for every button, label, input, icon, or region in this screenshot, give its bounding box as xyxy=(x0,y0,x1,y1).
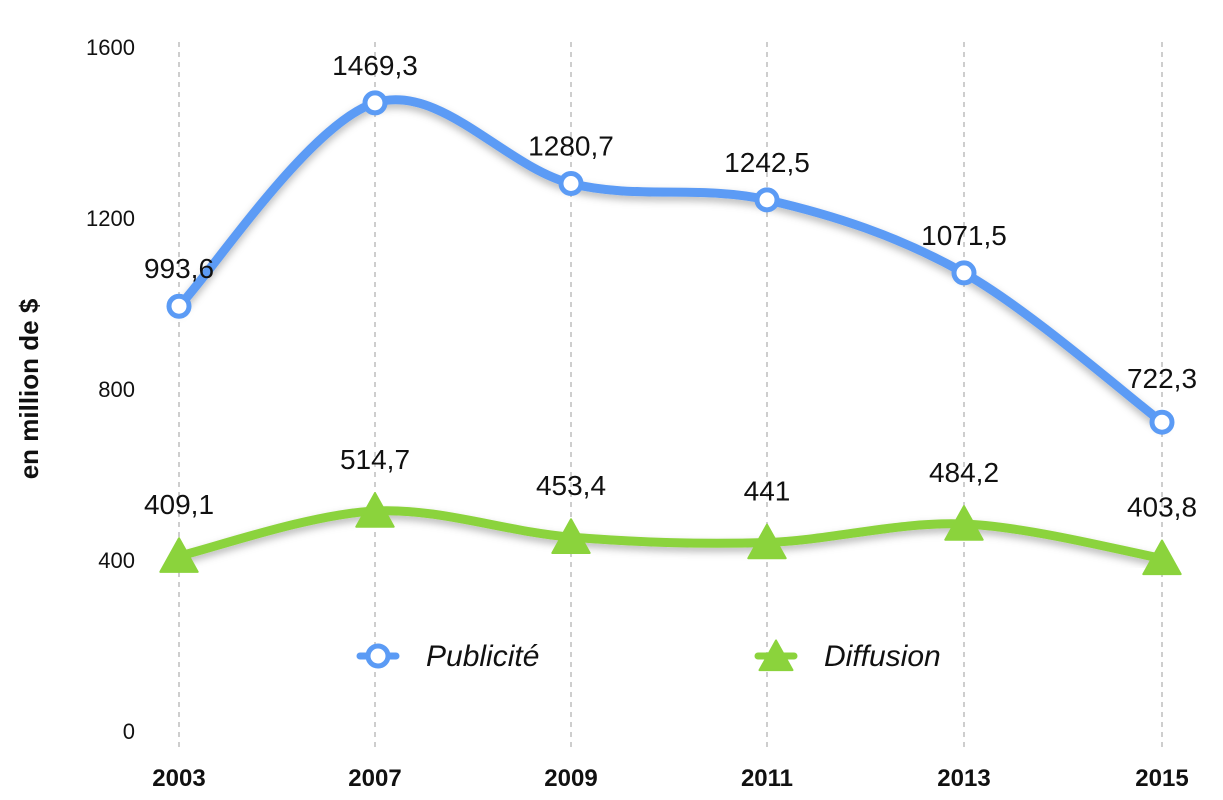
y-tick-label-400: 400 xyxy=(98,548,135,573)
data-point-publicite-2009 xyxy=(558,171,584,197)
legend-item-diffusion: Diffusion xyxy=(754,639,941,673)
data-label-publicite-2015: 722,3 xyxy=(1127,363,1197,394)
data-labels: 993,6 1469,3 1280,7 1242,5 1071,5 722,3 409,1 5… xyxy=(144,50,1197,523)
y-tick-label-1200: 1200 xyxy=(86,206,135,231)
series-diffusion xyxy=(159,492,1182,576)
series-line-publicite xyxy=(174,95,1167,427)
x-tick-label-2009: 2009 xyxy=(544,765,597,792)
x-tick-label-2013: 2013 xyxy=(937,765,990,792)
gridlines xyxy=(178,42,1163,749)
data-label-diffusion-2013: 484,2 xyxy=(929,457,999,488)
data-point-publicite-2003 xyxy=(166,293,192,319)
data-point-diffusion-2009 xyxy=(551,518,591,554)
data-label-diffusion-2007: 514,7 xyxy=(340,444,410,475)
legend-item-publicite: Publicité xyxy=(356,640,539,673)
data-label-diffusion-2003: 409,1 xyxy=(144,489,214,520)
x-tick-label-2015: 2015 xyxy=(1135,765,1188,792)
series-layer xyxy=(159,90,1182,576)
series-line-diffusion xyxy=(174,506,1167,563)
data-point-diffusion-2015 xyxy=(1142,539,1182,576)
legend-marker-publicite xyxy=(365,643,391,669)
x-tick-label-2007: 2007 xyxy=(348,765,401,792)
y-tick-label-0: 0 xyxy=(123,719,135,744)
data-point-diffusion-2013 xyxy=(944,505,984,541)
y-tick-label-1600: 1600 xyxy=(86,35,135,60)
data-label-publicite-2013: 1071,5 xyxy=(921,220,1007,251)
axes: 2003 2007 2009 2011 2013 2015 0 400 800 1200 1600 e… xyxy=(14,35,1189,792)
y-tick-label-800: 800 xyxy=(98,377,135,402)
data-label-diffusion-2011: 441 xyxy=(744,475,791,506)
data-point-publicite-2013 xyxy=(951,260,977,286)
x-tick-label-2011: 2011 xyxy=(741,765,793,792)
legend: Publicité Diffusion xyxy=(356,639,941,673)
data-label-publicite-2009: 1280,7 xyxy=(528,131,614,162)
x-tick-label-2003: 2003 xyxy=(152,765,205,792)
data-label-publicite-2007: 1469,3 xyxy=(332,50,418,81)
legend-label-diffusion: Diffusion xyxy=(824,640,941,673)
legend-label-publicite: Publicité xyxy=(426,640,539,673)
data-label-publicite-2003: 993,6 xyxy=(144,253,214,284)
data-label-publicite-2011: 1242,5 xyxy=(724,147,810,178)
data-label-diffusion-2015: 403,8 xyxy=(1127,491,1197,522)
data-point-publicite-2015 xyxy=(1149,409,1175,435)
y-axis-title: en million de $ xyxy=(14,298,44,479)
data-label-diffusion-2009: 453,4 xyxy=(536,470,606,501)
legend-marker-diffusion xyxy=(758,639,794,672)
data-point-diffusion-2007 xyxy=(355,492,395,528)
data-point-diffusion-2003 xyxy=(159,537,199,573)
series-publicite xyxy=(166,90,1175,435)
data-point-publicite-2011 xyxy=(754,187,780,213)
data-point-diffusion-2011 xyxy=(747,523,787,560)
data-point-publicite-2007 xyxy=(362,90,388,116)
